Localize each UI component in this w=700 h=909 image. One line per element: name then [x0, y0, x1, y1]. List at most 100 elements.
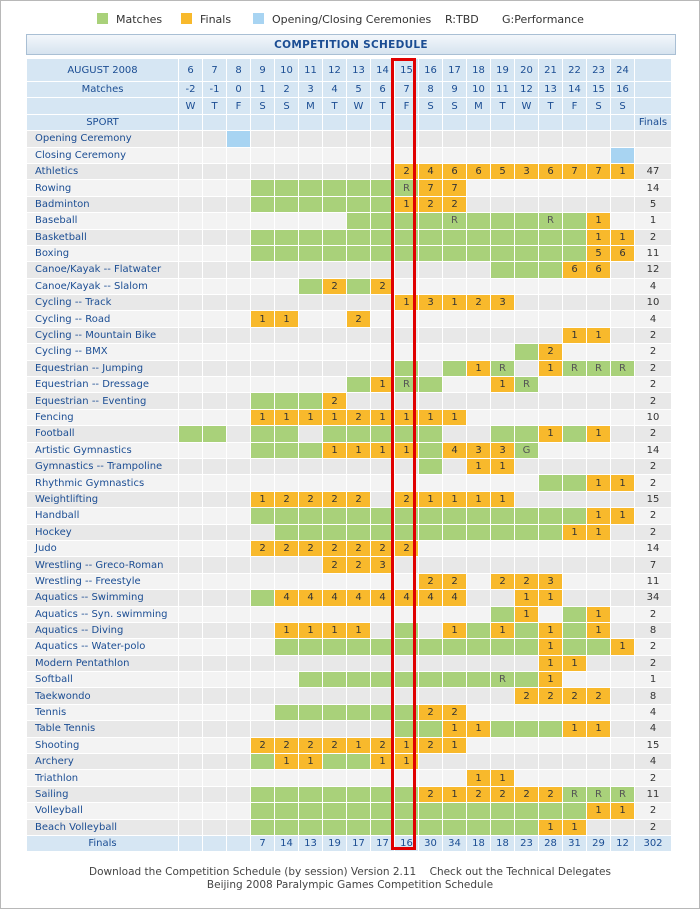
paralympic-schedule-link[interactable]: Beijing 2008 Paralympic Games Competitio… [206, 879, 494, 891]
sport-name-link[interactable]: Canoe/Kayak -- Flatwater [27, 262, 178, 278]
sport-name-link[interactable]: Volleyball [27, 803, 178, 819]
sport-name-link[interactable]: Opening Ceremony [27, 131, 178, 147]
empty-cell [227, 360, 250, 377]
sport-name-link[interactable]: Boxing [27, 245, 178, 262]
sport-name-link[interactable]: Triathlon [27, 770, 178, 786]
empty-cell [419, 278, 442, 295]
sport-name-link[interactable]: Aquatics -- Water-polo [27, 639, 178, 655]
sport-name-link[interactable]: Canoe/Kayak -- Slalom [27, 278, 178, 295]
final-cell: 3 [371, 557, 394, 573]
final-cell: 1 [467, 458, 490, 475]
final-cell: 7 [443, 180, 466, 196]
empty-cell [395, 147, 418, 163]
sport-row: Archery 1 1 1 1 4 [27, 754, 671, 770]
empty-cell [419, 655, 442, 672]
sport-name-link[interactable]: Equestrian -- Jumping [27, 360, 178, 377]
sport-name-link[interactable]: Handball [27, 508, 178, 524]
sport-name-link[interactable]: Wrestling -- Freestyle [27, 573, 178, 590]
sport-finals-total: 10 [635, 409, 671, 426]
empty-cell [203, 393, 226, 409]
sport-name-link[interactable]: Rhythmic Gymnastics [27, 475, 178, 491]
empty-cell [395, 573, 418, 590]
sport-row: Aquatics -- Syn. swimming 1 1 2 [27, 606, 671, 622]
sport-name-link[interactable]: Basketball [27, 229, 178, 245]
final-cell: 4 [323, 590, 346, 606]
empty-cell [179, 819, 202, 835]
empty-cell [179, 786, 202, 803]
sport-name-link[interactable]: Softball [27, 672, 178, 688]
empty-cell [563, 295, 586, 311]
empty-cell [419, 147, 442, 163]
sport-row: Artistic Gymnastics 1 1 1 1 4 3 3 G 14 [27, 442, 671, 458]
sport-name-link[interactable]: Sailing [27, 786, 178, 803]
sport-name-link[interactable]: Football [27, 426, 178, 442]
final-cell: 1 [491, 377, 514, 393]
empty-cell [227, 426, 250, 442]
empty-cell [251, 295, 274, 311]
match-cell [323, 819, 346, 835]
sport-name-link[interactable]: Cycling -- Track [27, 295, 178, 311]
final-cell: 5 [587, 245, 610, 262]
sport-name-link[interactable]: Hockey [27, 524, 178, 540]
sport-name-link[interactable]: Badminton [27, 196, 178, 213]
empty-cell [203, 803, 226, 819]
sport-name-link[interactable]: Table Tennis [27, 721, 178, 737]
sport-name-link[interactable]: Taekwondo [27, 688, 178, 704]
match-cell [467, 803, 490, 819]
day-cell: 22 [563, 59, 586, 81]
sport-name-link[interactable]: Aquatics -- Diving [27, 622, 178, 639]
match-cell [275, 819, 298, 835]
sport-name-link[interactable]: Beach Volleyball [27, 819, 178, 835]
sport-name-link[interactable]: Baseball [27, 213, 178, 229]
empty-cell [299, 295, 322, 311]
sport-name-link[interactable]: Artistic Gymnastics [27, 442, 178, 458]
sport-name-link[interactable]: Gymnastics -- Trampoline [27, 458, 178, 475]
header-blank [539, 114, 562, 131]
sport-name-link[interactable]: Shooting [27, 737, 178, 754]
empty-cell [611, 770, 634, 786]
match-cell [515, 229, 538, 245]
empty-cell [515, 278, 538, 295]
final-cell: 3 [539, 573, 562, 590]
sport-name-link[interactable]: Cycling -- Road [27, 311, 178, 327]
empty-cell [491, 327, 514, 344]
sport-name-link[interactable]: Equestrian -- Dressage [27, 377, 178, 393]
match-cell [419, 458, 442, 475]
final-cell: 1 [371, 377, 394, 393]
sport-name-link[interactable]: Wrestling -- Greco-Roman [27, 557, 178, 573]
sport-name-link[interactable]: Judo [27, 540, 178, 557]
sport-finals-total: 5 [635, 196, 671, 213]
download-schedule-link[interactable]: Download the Competition Schedule (by se… [89, 866, 417, 878]
sport-name-link[interactable]: Rowing [27, 180, 178, 196]
sport-name-link[interactable]: Tennis [27, 704, 178, 721]
final-cell: 6 [467, 163, 490, 180]
sport-name-link[interactable]: Cycling -- Mountain Bike [27, 327, 178, 344]
empty-cell [395, 327, 418, 344]
empty-cell [203, 213, 226, 229]
sport-name-link[interactable]: Fencing [27, 409, 178, 426]
empty-cell [179, 754, 202, 770]
empty-cell [323, 770, 346, 786]
day-cell: 14 [371, 59, 394, 81]
empty-cell [251, 557, 274, 573]
sport-row: Beach Volleyball 1 1 2 [27, 819, 671, 835]
sport-name-link[interactable]: Closing Ceremony [27, 147, 178, 163]
empty-cell [587, 590, 610, 606]
sport-name-link[interactable]: Archery [27, 754, 178, 770]
final-cell: 3 [467, 442, 490, 458]
sport-name-link[interactable]: Weightlifting [27, 491, 178, 508]
sport-name-link[interactable]: Equestrian -- Eventing [27, 393, 178, 409]
empty-cell [467, 426, 490, 442]
empty-cell [227, 377, 250, 393]
sport-name-link[interactable]: Modern Pentathlon [27, 655, 178, 672]
sport-name-link[interactable]: Aquatics -- Swimming [27, 590, 178, 606]
empty-cell [419, 622, 442, 639]
sport-name-link[interactable]: Aquatics -- Syn. swimming [27, 606, 178, 622]
final-cell: 4 [443, 442, 466, 458]
sport-name-link[interactable]: Athletics [27, 163, 178, 180]
empty-cell [587, 458, 610, 475]
empty-cell [419, 131, 442, 147]
final-cell: 1 [587, 327, 610, 344]
sport-name-link[interactable]: Cycling -- BMX [27, 344, 178, 360]
technical-delegates-link[interactable]: Check out the Technical Delegates [429, 866, 611, 878]
